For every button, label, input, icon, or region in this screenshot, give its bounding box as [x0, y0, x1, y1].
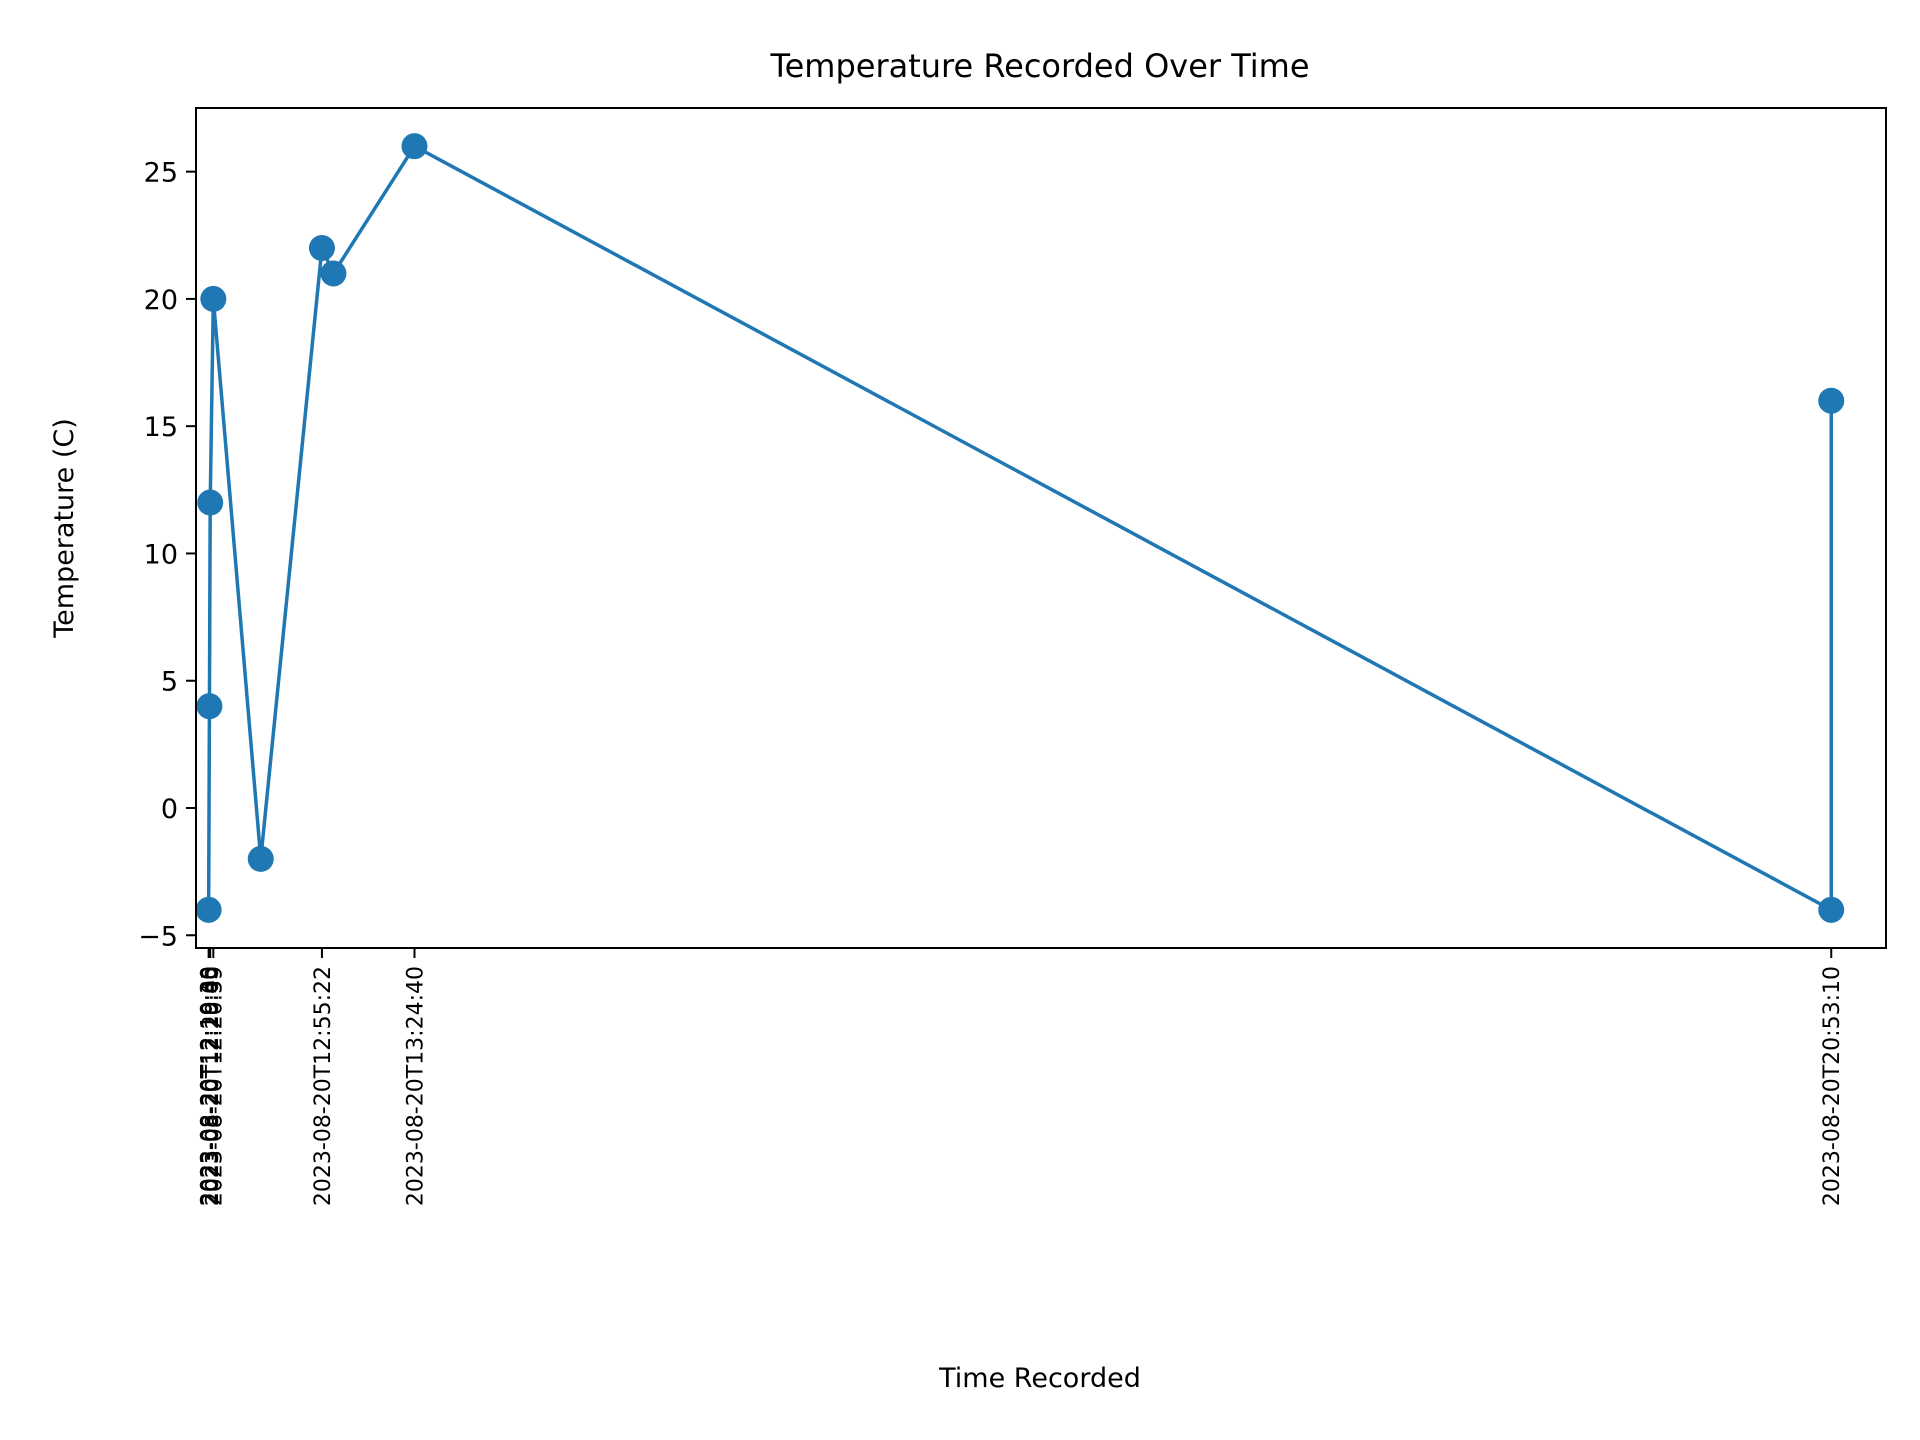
x-tick-label: 2023-08-20T13:24:40 [403, 966, 428, 1206]
y-tick-label: 20 [144, 285, 178, 316]
x-axis-label: Time Recorded [938, 1363, 1141, 1394]
data-point [200, 285, 227, 312]
y-tick-label: 10 [144, 539, 178, 570]
y-tick-label: 15 [144, 412, 178, 443]
plot-frame [195, 107, 1887, 949]
data-point [247, 845, 274, 872]
data-point [1818, 387, 1845, 414]
chart-title: Temperature Recorded Over Time [769, 47, 1309, 85]
y-tick-label: 25 [144, 158, 178, 189]
x-tick-label: 2023-08-20T12:19:30 [198, 966, 223, 1206]
y-axis-label: Temperature (C) [49, 418, 80, 639]
x-tick-label: 2023-08-20T12:20:59 [202, 966, 227, 1206]
y-axis: −5 0 5 10 15 20 25 [138, 158, 196, 952]
x-axis: 2023-08-20T12:19:302023-08-20T12:19:4520… [198, 948, 1845, 1206]
x-tick-label: 2023-08-20T20:53:10 [1820, 966, 1845, 1206]
x-tick-label: 2023-08-20T12:19:45 [198, 966, 223, 1206]
data-point [320, 260, 347, 287]
series-line [206, 144, 1833, 912]
x-tick-label: 2023-08-20T12:55:22 [311, 966, 336, 1206]
data-point [195, 896, 222, 923]
data-point [308, 235, 335, 261]
data-point [196, 693, 223, 720]
data-point [1818, 896, 1845, 923]
y-tick-label: −5 [138, 921, 178, 952]
x-tick-label: 2023-08-20T12:20:00 [199, 966, 224, 1206]
y-tick-label: 5 [161, 667, 178, 698]
data-point [197, 489, 224, 516]
y-tick-label: 0 [161, 794, 178, 825]
plot-area [195, 133, 1845, 923]
data-point [401, 133, 428, 160]
